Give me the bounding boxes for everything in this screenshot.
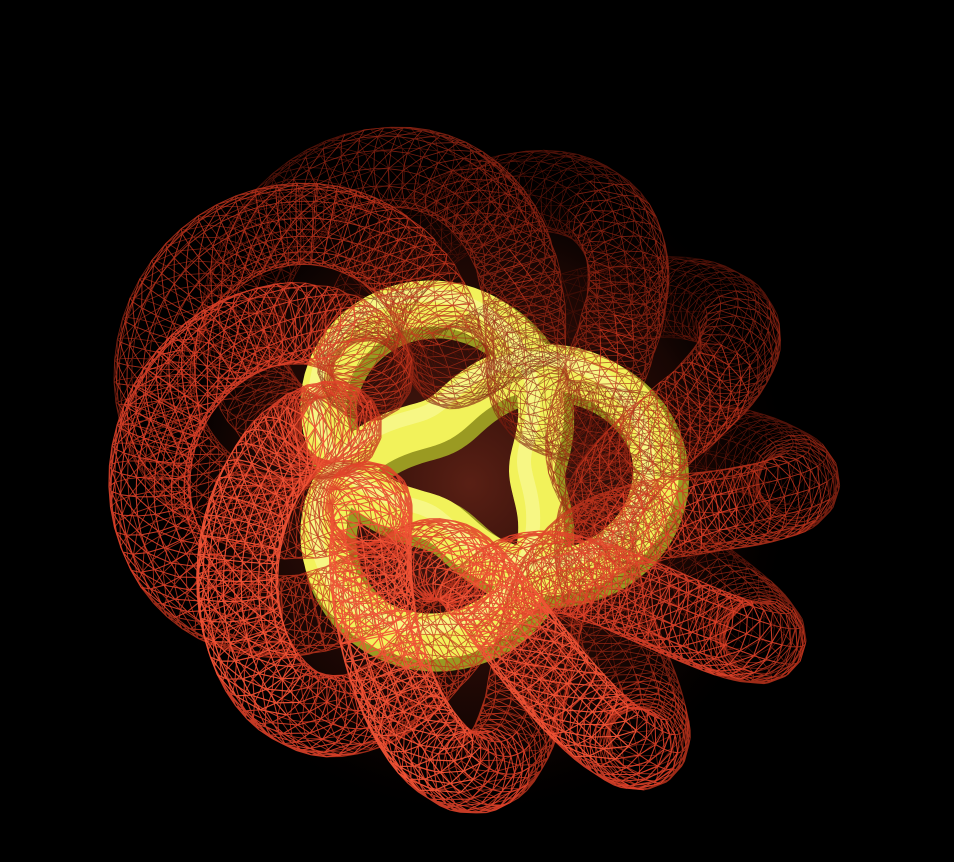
outer-wireframe-knot xyxy=(108,126,841,814)
wireframe-layer-1 xyxy=(200,126,839,684)
wireframe-layer-5 xyxy=(196,403,638,800)
